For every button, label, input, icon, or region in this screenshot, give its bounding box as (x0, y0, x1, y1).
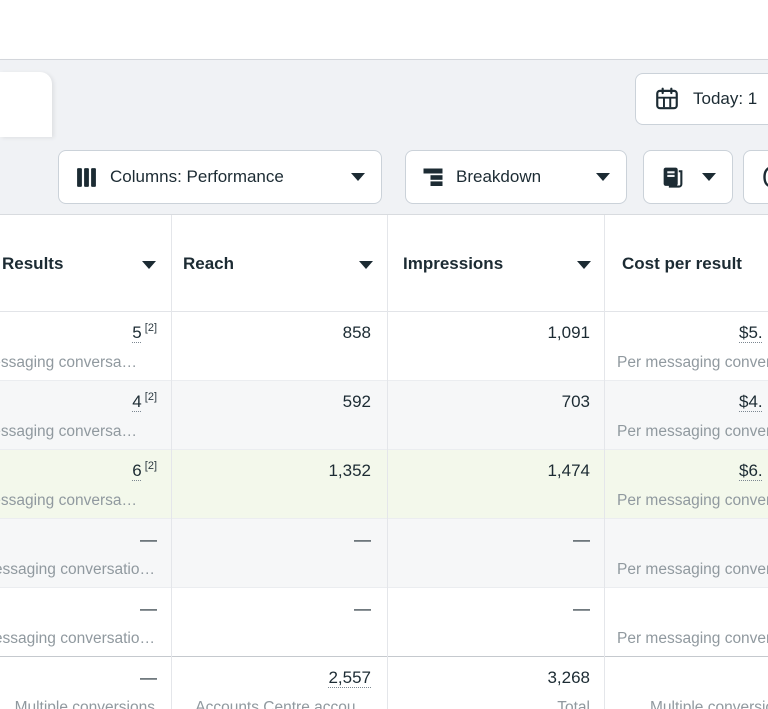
cost-subtitle: Per messaging conversati (617, 354, 768, 371)
cost-per-result-value[interactable]: $4. (739, 392, 763, 411)
cost-subtitle: Per messaging conversati (617, 630, 768, 647)
results-subtitle: Per messaging conversa… (0, 354, 137, 371)
cost-subtitle: Per messaging conversati (617, 423, 768, 440)
table-row[interactable]: — Per messaging conversatio… — — Per mes… (0, 519, 768, 588)
chevron-down-icon (702, 173, 716, 181)
results-value[interactable]: 5 [2] (132, 322, 157, 342)
reach-value: 592 (342, 392, 371, 411)
impressions-value: — (573, 599, 590, 618)
table-row[interactable]: 4[2] Per messaging conversa… 592 703 $4.… (0, 381, 768, 450)
cost-per-result-value[interactable]: $6. (739, 461, 763, 480)
reach-value: — (354, 530, 371, 549)
total-reach-subtitle: Accounts Centre accou… (195, 699, 371, 709)
total-results-subtitle: Multiple conversions (14, 699, 155, 709)
column-divider (171, 215, 172, 709)
breakdown-icon (422, 166, 444, 188)
results-value[interactable]: 4 [2] (132, 391, 157, 411)
results-value: — (140, 530, 157, 549)
cost-per-result-value[interactable]: $5. (739, 323, 763, 342)
reports-button[interactable] (643, 150, 733, 204)
total-impressions-subtitle: Total (557, 699, 590, 709)
header-impressions[interactable]: Impressions (403, 254, 504, 273)
breakdown-button-label: Breakdown (456, 167, 542, 186)
date-range-button[interactable]: Today: 1 (635, 73, 768, 125)
calendar-icon (654, 86, 680, 112)
table-header-row: Results Reach Impressions Cost per resul… (0, 215, 768, 311)
impressions-value: 1,474 (547, 461, 590, 480)
total-reach-value[interactable]: 2,557 (328, 668, 371, 687)
impressions-value: 703 (561, 392, 590, 411)
table-row[interactable]: 5[2] Per messaging conversa… 858 1,091 $… (0, 312, 768, 381)
impressions-sort-caret-icon[interactable] (577, 261, 591, 269)
results-subtitle: Per messaging conversa… (0, 423, 137, 440)
table-row-highlighted[interactable]: 6[2] Per messaging conversa… 1,352 1,474… (0, 450, 768, 519)
cost-subtitle: Per messaging conversati (617, 492, 768, 509)
table-total-row: — Multiple conversions 2,557 Accounts Ce… (0, 657, 768, 709)
columns-icon (75, 166, 98, 189)
reach-value: 858 (342, 323, 371, 342)
breakdown-button[interactable]: Breakdown (405, 150, 627, 204)
results-subtitle: Per messaging conversatio… (0, 561, 155, 578)
reach-value: — (354, 599, 371, 618)
reach-sort-caret-icon[interactable] (359, 261, 373, 269)
column-divider (604, 215, 605, 709)
report-pages-icon (660, 165, 685, 190)
active-tab-partial[interactable] (0, 72, 52, 137)
cost-subtitle: Per messaging conversati (617, 561, 768, 578)
header-bottom-border (0, 311, 768, 312)
results-sort-caret-icon[interactable] (142, 261, 156, 269)
top-divider (0, 59, 768, 60)
impressions-value: 1,091 (547, 323, 590, 342)
results-value[interactable]: 6 [2] (132, 460, 157, 480)
results-subtitle: Per messaging conversa… (0, 492, 137, 509)
clipped-icon (762, 165, 768, 189)
column-divider (387, 215, 388, 709)
chevron-down-icon (596, 173, 610, 181)
header-cost-per-result[interactable]: Cost per result (622, 254, 742, 273)
header-reach[interactable]: Reach (183, 254, 235, 273)
footnote-ref: [2] (144, 460, 157, 473)
export-button-partial[interactable] (743, 150, 768, 204)
table-row[interactable]: — Per messaging conversatio… — — Per mes… (0, 588, 768, 657)
date-range-label: Today: 1 (693, 89, 758, 108)
columns-button[interactable]: Columns: Performance (58, 150, 382, 204)
total-row-top-border (0, 656, 768, 657)
total-results-value: — (140, 668, 157, 687)
reach-value: 1,352 (328, 461, 371, 480)
header-results[interactable]: Results (2, 254, 64, 273)
total-cost-subtitle: Multiple conversions (650, 699, 768, 709)
chevron-down-icon (351, 173, 365, 181)
footnote-ref: [2] (144, 391, 157, 404)
columns-button-label: Columns: Performance (110, 167, 284, 186)
footnote-ref: [2] (144, 322, 157, 335)
results-subtitle: Per messaging conversatio… (0, 630, 155, 647)
total-impressions-value: 3,268 (547, 668, 590, 687)
table-top-border (0, 214, 768, 215)
top-white-strip (0, 0, 768, 59)
impressions-value: — (573, 530, 590, 549)
results-value: — (140, 599, 157, 618)
